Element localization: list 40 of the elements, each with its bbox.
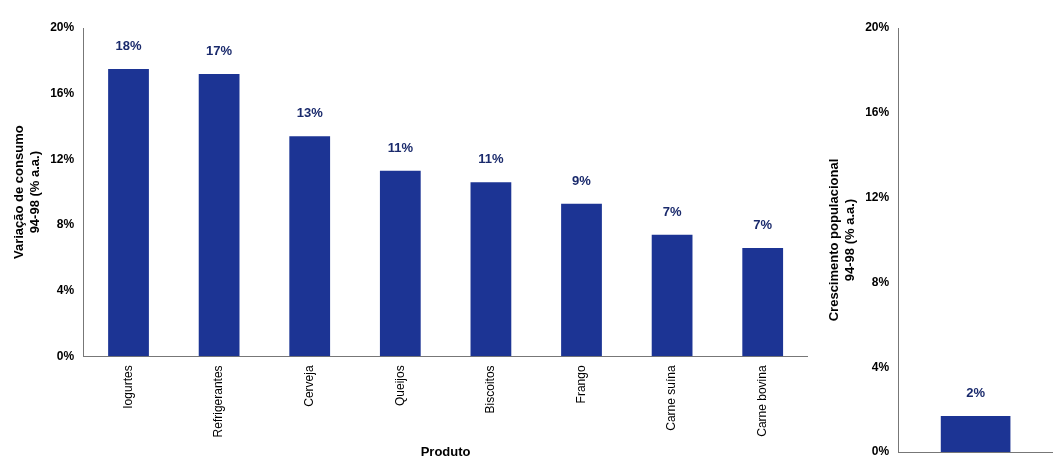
data-label: 11%: [387, 139, 414, 155]
y-tick-label: 16%: [50, 85, 75, 100]
x-tick-label: Biscoitos: [483, 365, 498, 414]
x-tick-label: Carne bovina: [755, 365, 770, 437]
bar: [561, 203, 602, 357]
bar: [651, 234, 693, 357]
y-tick-label: 16%: [865, 105, 890, 120]
data-label: 7%: [753, 217, 773, 233]
x-tick-label: Iogurtes: [120, 365, 135, 409]
y-tick-label: 8%: [56, 217, 75, 232]
y-tick-label: 0%: [871, 444, 890, 459]
data-label: 17%: [206, 43, 233, 59]
y-tick-label: 0%: [56, 348, 75, 363]
y-tick-label: 12%: [50, 151, 75, 166]
bar: [108, 69, 149, 357]
bar: [379, 170, 421, 357]
x-tick-label: Queijos: [392, 365, 407, 407]
y-tick-label: 8%: [871, 274, 890, 289]
bar: [289, 136, 331, 357]
y-tick-label: 12%: [865, 189, 890, 204]
data-label: 7%: [662, 203, 682, 219]
x-tick-label: Refrigerantes: [211, 365, 226, 438]
x-tick-label: Frango: [573, 365, 588, 404]
x-tick-label: Carne suína: [664, 365, 679, 431]
data-label: 9%: [572, 172, 592, 188]
data-label: 13%: [296, 105, 324, 121]
data-label: 18%: [115, 38, 142, 54]
data-label: 11%: [478, 151, 504, 167]
bar: [742, 248, 784, 357]
y-axis-title: Variação de consumo 94-98 (% a.a.): [11, 125, 42, 260]
y-axis-title: Crescimento populacional 94-98 (% a.a.): [826, 158, 857, 322]
x-tick-label: Cerveja: [302, 365, 317, 407]
x-axis-title: Produto: [420, 443, 471, 459]
y-tick-label: 20%: [50, 20, 75, 35]
bar: [198, 73, 240, 357]
y-tick-label: 4%: [871, 359, 890, 374]
data-label: 2%: [966, 385, 986, 401]
bar: [470, 182, 512, 357]
y-tick-label: 4%: [56, 283, 75, 297]
y-tick-label: 20%: [865, 20, 890, 35]
